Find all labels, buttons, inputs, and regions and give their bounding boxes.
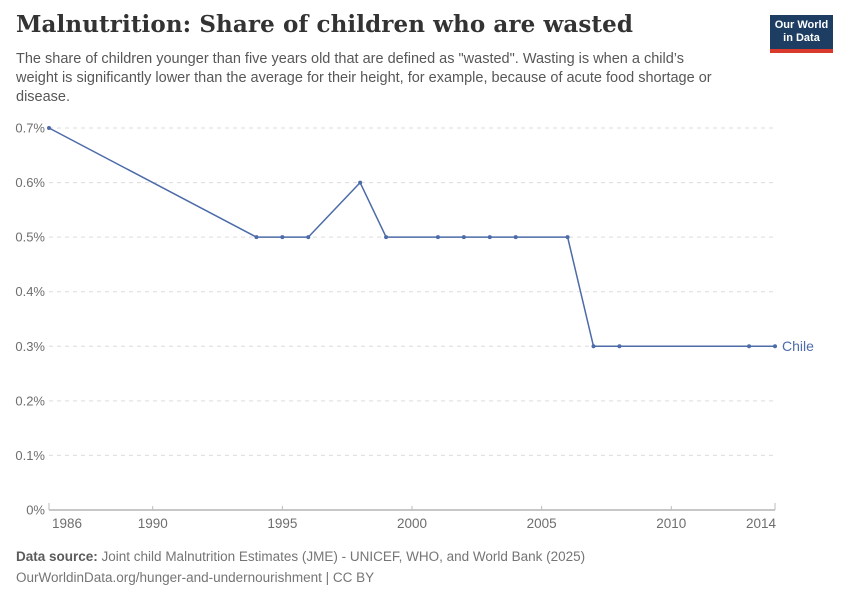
y-axis-tick-label: 0.4%	[15, 284, 45, 299]
y-axis-tick-label: 0.7%	[15, 121, 45, 136]
y-axis-tick-label: 0.3%	[15, 339, 45, 354]
data-point[interactable]	[461, 235, 466, 240]
x-axis-tick-label: 2010	[656, 516, 686, 531]
x-axis-tick-label: 2005	[527, 516, 557, 531]
license-line: OurWorldinData.org/hunger-and-undernouri…	[16, 570, 375, 585]
data-source-line: Data source: Joint child Malnutrition Es…	[16, 546, 836, 567]
x-axis-tick-label: 2000	[397, 516, 427, 531]
x-axis-tick-label: 1986	[52, 516, 82, 531]
data-point[interactable]	[487, 235, 492, 240]
data-point[interactable]	[747, 344, 752, 349]
data-source-label: Data source:	[16, 549, 98, 564]
data-source-text: Joint child Malnutrition Estimates (JME)…	[97, 549, 586, 564]
data-point[interactable]	[384, 235, 389, 240]
data-point[interactable]	[254, 235, 259, 240]
data-point[interactable]	[47, 126, 51, 130]
y-axis-tick-label: 0.6%	[15, 175, 45, 190]
data-point[interactable]	[591, 344, 596, 349]
x-axis-tick-label: 2014	[746, 516, 777, 531]
plot-area[interactable]: 0% 0.1% 0.2% 0.3% 0.4% 0.5% 0.6% 0.7% 1986 1990 19…	[0, 118, 850, 543]
y-axis-tick-label: 0.1%	[15, 448, 45, 463]
x-axis-tick-label: 1995	[267, 516, 297, 531]
line-chart-svg: 0% 0.1% 0.2% 0.3% 0.4% 0.5% 0.6% 0.7% 1986 1990 19…	[15, 121, 814, 532]
y-axis-tick-label: 0.5%	[15, 230, 45, 245]
owid-logo[interactable]: Our World in Data	[770, 15, 833, 53]
y-axis-tick-label: 0%	[26, 503, 45, 518]
x-axis-tick-label: 1990	[138, 516, 168, 531]
data-point[interactable]	[513, 235, 518, 240]
owid-logo-line2: in Data	[783, 32, 820, 44]
data-point[interactable]	[773, 344, 777, 349]
owid-logo-red-bar	[770, 49, 833, 53]
owid-logo-line1: Our World	[774, 19, 829, 31]
series-label: Chile	[782, 338, 814, 354]
data-point[interactable]	[435, 235, 440, 240]
data-point[interactable]	[358, 180, 363, 185]
data-point[interactable]	[306, 235, 311, 240]
data-point[interactable]	[280, 235, 285, 240]
chart-footer: Data source: Joint child Malnutrition Es…	[16, 546, 836, 588]
data-point[interactable]	[565, 235, 570, 240]
data-point[interactable]	[617, 344, 622, 349]
page-title: Malnutrition: Share of children who are …	[16, 11, 634, 38]
y-axis-tick-label: 0.2%	[15, 393, 45, 408]
chart-subtitle: The share of children younger than five …	[16, 51, 712, 105]
owid-logo-text: Our World in Data	[770, 15, 833, 49]
